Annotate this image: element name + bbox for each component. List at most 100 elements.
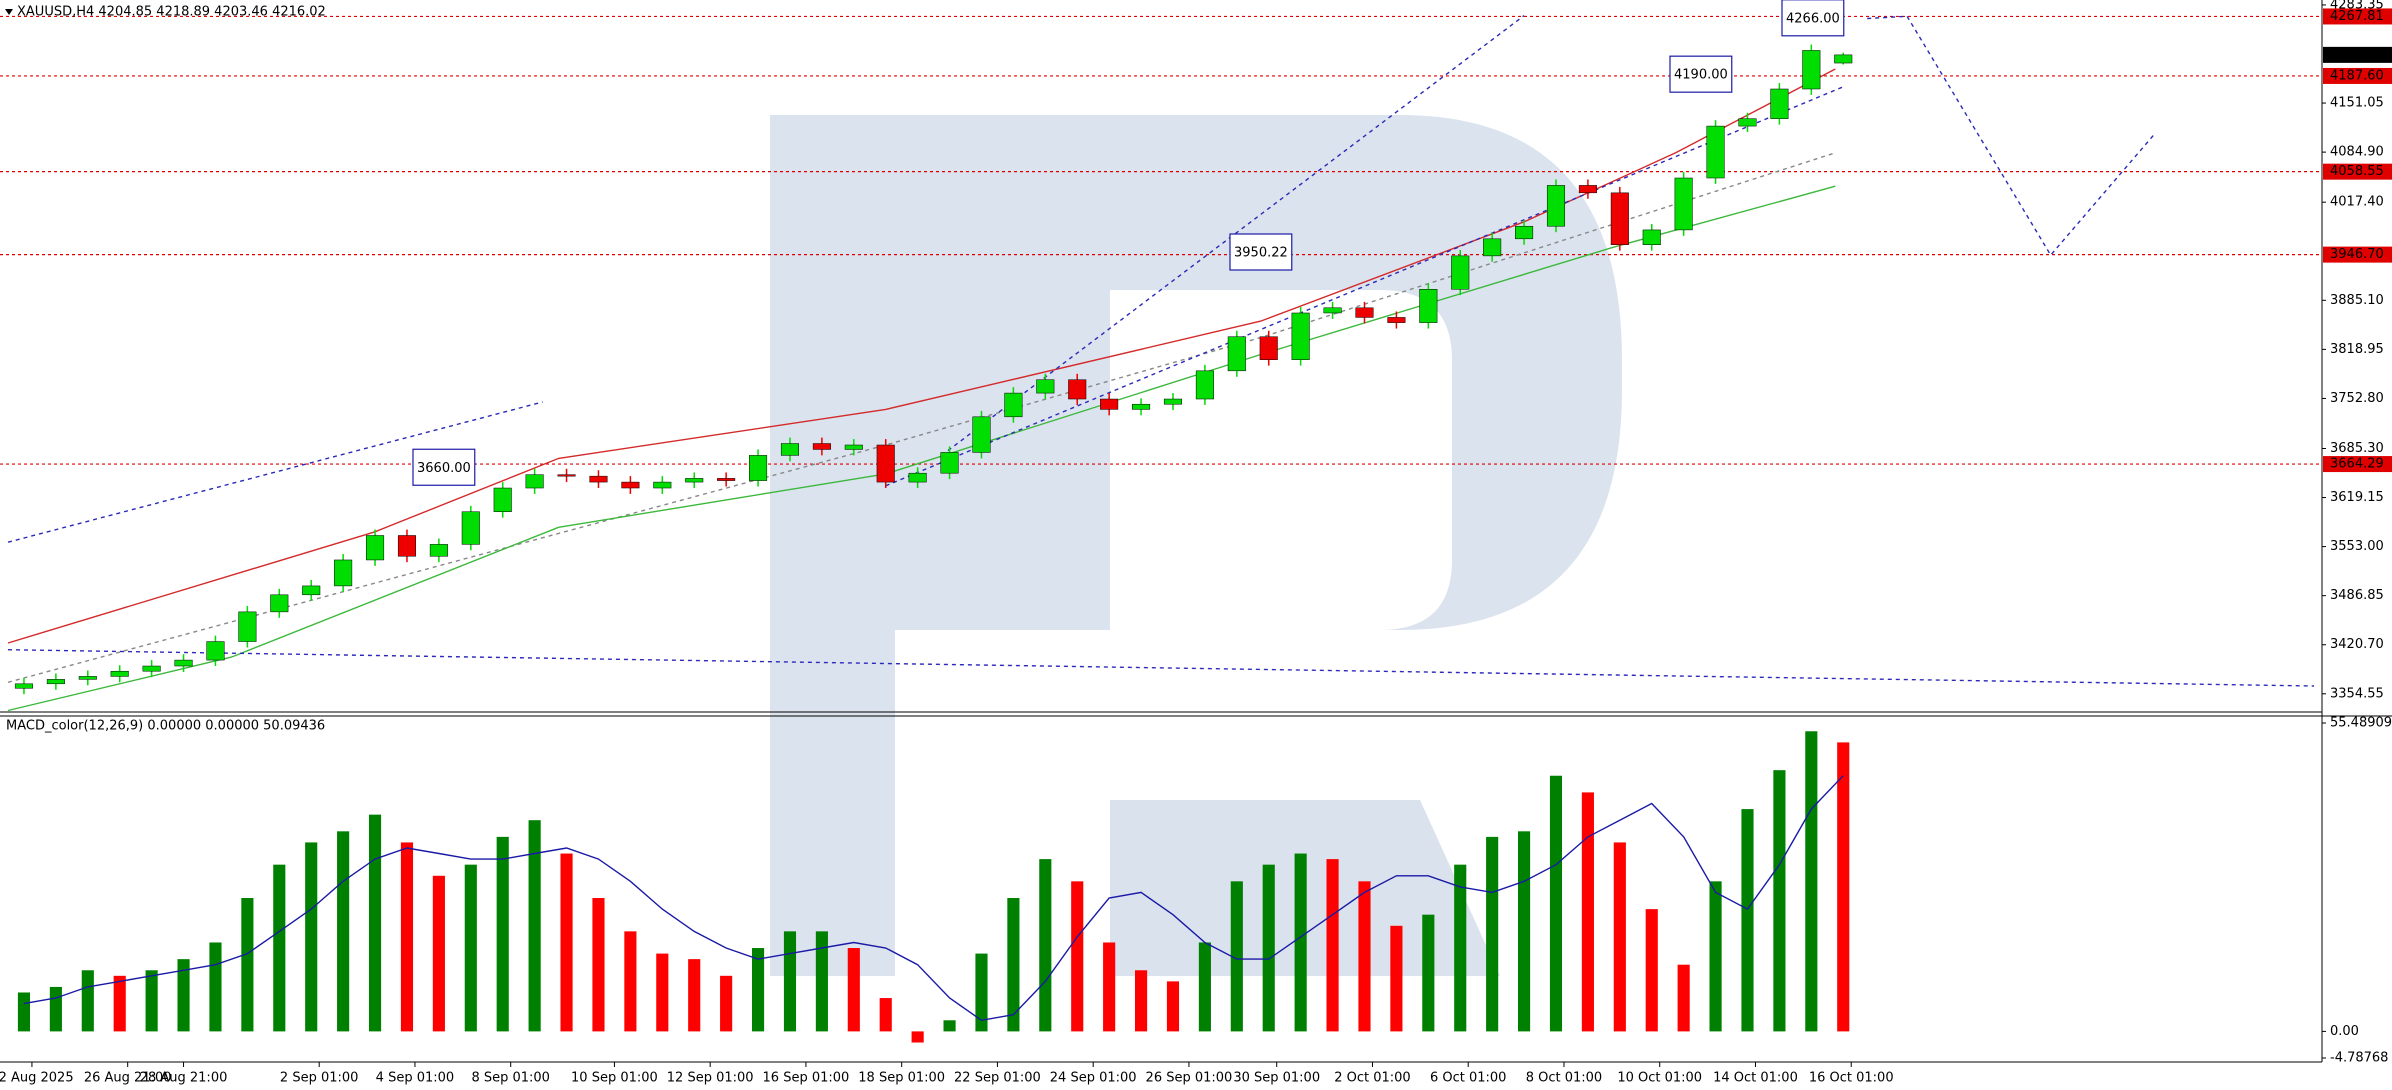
candle-body — [142, 665, 161, 672]
macd-bar — [496, 836, 509, 1032]
candle-body — [397, 535, 416, 557]
x-tick-label: 24 Sep 01:00 — [1050, 1071, 1137, 1086]
macd-bar — [528, 820, 541, 1032]
candle-body — [78, 676, 97, 680]
macd-bar — [49, 986, 62, 1032]
macd-bar — [337, 831, 350, 1032]
macd-bar — [1773, 770, 1786, 1032]
x-tick-label: 16 Sep 01:00 — [763, 1071, 850, 1086]
annotation-label: 4266.00 — [1786, 11, 1840, 26]
level-label: 4267.81 — [2330, 9, 2384, 24]
current-price-label: 4216.02 — [2330, 47, 2384, 62]
candle-body — [749, 455, 768, 481]
macd-bar — [1134, 970, 1148, 1032]
candle-body — [844, 444, 863, 450]
candle-body — [589, 475, 608, 483]
candle-body — [1483, 238, 1502, 257]
candle-body — [525, 474, 544, 489]
candle-body — [1355, 307, 1374, 318]
candle-body — [1546, 185, 1566, 227]
annotation-box — [1229, 233, 1293, 271]
macd-bar — [400, 842, 414, 1032]
candle-body — [1259, 336, 1278, 360]
macd-bar — [81, 970, 94, 1032]
candle-body — [717, 478, 736, 481]
level-label-box — [2323, 163, 2392, 180]
annotation-label: 3660.00 — [417, 461, 471, 476]
candle-body — [1802, 50, 1821, 90]
macd-bar — [1613, 842, 1626, 1032]
level-label: 4187.60 — [2330, 68, 2384, 83]
candle-body — [1451, 255, 1470, 290]
candle-body — [110, 670, 129, 677]
macd-title: MACD_color(12,26,9) 0.00000 0.00000 50.0… — [6, 719, 325, 734]
y-tick-label: 4017.40 — [2330, 195, 2384, 210]
macd-bar — [1837, 742, 1850, 1032]
y-tick-label: 0.00 — [2330, 1024, 2359, 1039]
level-label-box — [2323, 456, 2392, 473]
candle-body — [302, 585, 321, 596]
y-tick-label: 3553.00 — [2330, 539, 2384, 554]
macd-bar — [1454, 864, 1467, 1032]
candle-body — [1642, 229, 1661, 246]
candle-body — [1387, 317, 1406, 323]
macd-bar — [1805, 731, 1818, 1032]
annotation-box — [1781, 0, 1845, 37]
y-tick-label: 55.48909 — [2330, 716, 2392, 731]
y-tick-label: 4084.90 — [2330, 145, 2384, 160]
candle-body — [1004, 392, 1023, 418]
candle-body — [1738, 118, 1757, 127]
macd-bar — [1103, 942, 1116, 1032]
candle-body — [876, 444, 895, 483]
macd-bar — [1262, 864, 1275, 1032]
candle-body — [653, 481, 672, 489]
menu-icon — [5, 9, 13, 15]
candle-body — [1674, 177, 1693, 231]
candle-body — [557, 474, 576, 477]
x-tick-label: 26 Sep 01:00 — [1146, 1071, 1233, 1086]
y-tick-label: 3818.95 — [2330, 342, 2384, 357]
macd-bar — [879, 998, 892, 1032]
macd-bar — [1166, 981, 1180, 1032]
candle-body — [780, 443, 799, 456]
x-tick-label: 12 Sep 01:00 — [667, 1071, 754, 1086]
x-tick-label: 2 Sep 01:00 — [280, 1071, 359, 1086]
macd-bar — [1198, 942, 1211, 1032]
candle-body — [1195, 370, 1214, 400]
candle-body — [1419, 289, 1438, 323]
candle-body — [493, 487, 512, 512]
annotation-label: 3950.22 — [1234, 246, 1288, 261]
indicator-line — [1867, 15, 2155, 257]
macd-bar — [1518, 831, 1531, 1032]
macd-bar — [1709, 881, 1722, 1032]
macd-bar — [815, 931, 828, 1032]
macd-bar — [624, 931, 637, 1032]
candle-body — [1706, 125, 1725, 179]
candle-body — [429, 544, 448, 557]
candle-body — [1323, 307, 1342, 314]
macd-bar — [1677, 964, 1690, 1032]
x-tick-label: 10 Sep 01:00 — [571, 1071, 658, 1086]
y-tick-label: 3420.70 — [2330, 637, 2384, 652]
x-tick-label: 8 Oct 01:00 — [1526, 1071, 1602, 1086]
y-tick-label: 3885.10 — [2330, 293, 2384, 308]
candle-body — [1068, 379, 1087, 400]
macd-bar — [1326, 859, 1339, 1032]
x-tick-label: 2 Oct 01:00 — [1334, 1071, 1410, 1086]
macd-bar — [273, 864, 286, 1032]
macd-bar — [656, 953, 669, 1032]
macd-bar — [592, 898, 605, 1032]
macd-bar — [1549, 775, 1563, 1032]
candle-body — [334, 559, 353, 587]
y-tick-label: 3752.80 — [2330, 391, 2384, 406]
macd-bar — [368, 814, 382, 1032]
candle-body — [1227, 336, 1246, 372]
x-tick-label: 4 Sep 01:00 — [376, 1071, 455, 1086]
candle-body — [1163, 398, 1183, 405]
candle-body — [238, 611, 257, 642]
macd-bar — [1741, 809, 1754, 1032]
macd-bar — [1358, 881, 1371, 1032]
candle-body — [685, 478, 704, 483]
macd-bar — [305, 842, 318, 1032]
macd-bar — [1422, 914, 1435, 1032]
